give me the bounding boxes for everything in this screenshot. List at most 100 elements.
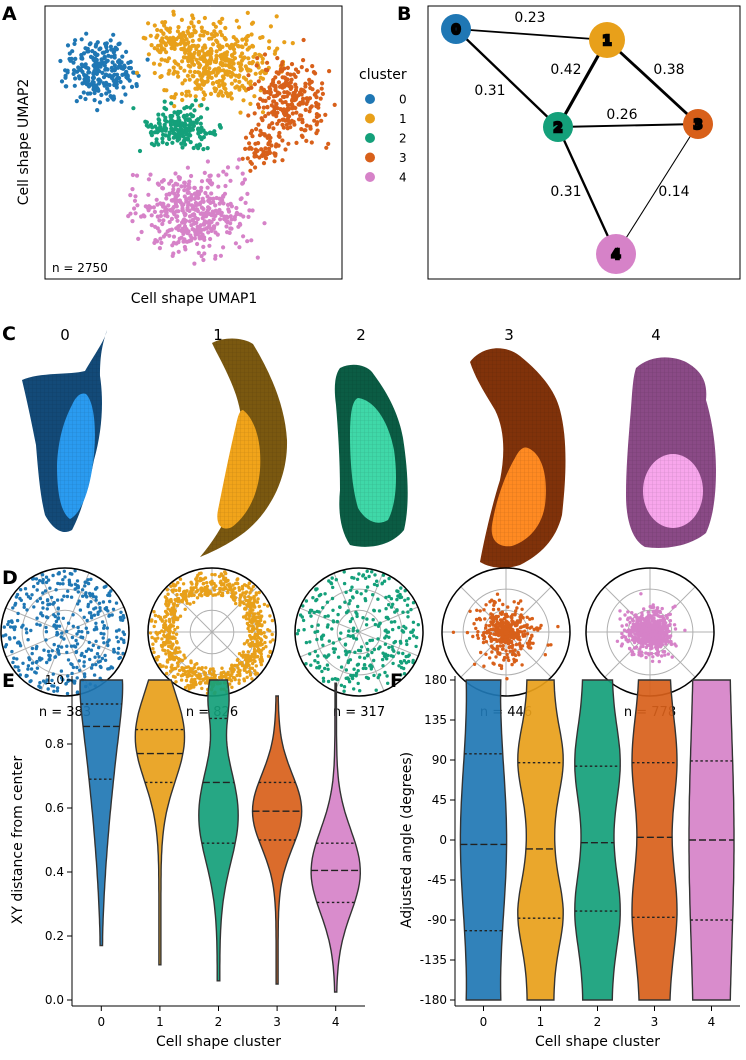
umap-point	[316, 105, 321, 110]
polar-point	[84, 591, 88, 595]
polar-point	[665, 616, 669, 620]
polar-point	[183, 685, 188, 690]
polar-point	[164, 652, 168, 656]
polar-point	[15, 618, 20, 623]
polar-count-label: n = 317	[333, 705, 385, 720]
umap-point	[289, 77, 294, 82]
umap-point	[102, 54, 107, 59]
umap-point	[285, 126, 290, 131]
panel-c-label: C	[2, 323, 16, 345]
polar-point	[354, 671, 359, 675]
umap-point	[164, 196, 169, 201]
polar-point	[255, 639, 259, 643]
umap-point	[185, 231, 190, 236]
polar-point	[92, 628, 97, 632]
umap-point	[263, 67, 268, 72]
polar-point	[664, 640, 668, 644]
polar-point	[206, 589, 210, 593]
umap-point	[257, 52, 262, 57]
umap-point	[152, 70, 157, 76]
umap-point	[159, 209, 164, 214]
polar-point	[495, 644, 500, 648]
polar-point	[91, 594, 96, 599]
umap-point	[71, 60, 76, 65]
polar-point	[189, 668, 193, 672]
umap-point	[168, 39, 173, 44]
polar-point	[331, 608, 335, 612]
polar-point	[251, 661, 255, 666]
umap-point	[93, 56, 98, 61]
polar-point	[247, 669, 252, 674]
umap-point	[262, 52, 268, 57]
umap-point	[223, 25, 228, 31]
umap-point	[118, 79, 123, 84]
polar-point	[238, 661, 243, 665]
umap-point	[285, 103, 290, 108]
polar-point	[13, 601, 18, 606]
umap-point	[169, 118, 174, 124]
polar-point	[376, 637, 380, 641]
umap-point	[277, 134, 282, 139]
umap-point	[202, 15, 207, 21]
umap-point	[221, 169, 226, 174]
x-axis-label: Cell shape cluster	[156, 1034, 281, 1050]
polar-point	[234, 591, 238, 595]
x-tick-label: 3	[651, 1015, 659, 1029]
polar-point	[15, 592, 20, 597]
umap-point	[108, 38, 113, 43]
polar-point	[102, 641, 106, 645]
umap-scatter	[58, 6, 337, 266]
umap-point	[212, 224, 217, 229]
umap-point	[130, 172, 135, 178]
polar-point	[54, 619, 59, 624]
polar-point	[660, 614, 664, 619]
polar-point	[164, 640, 169, 644]
polar-point	[660, 629, 664, 634]
umap-point	[234, 37, 239, 42]
polar-point	[164, 614, 168, 619]
polar-point	[410, 630, 414, 634]
umap-point	[211, 196, 216, 201]
umap-point	[192, 50, 197, 56]
umap-point	[245, 34, 250, 39]
umap-point	[319, 86, 324, 91]
umap-point	[122, 63, 127, 68]
umap-point	[185, 165, 190, 170]
polar-point	[331, 647, 336, 651]
umap-point	[312, 92, 317, 97]
y-tick-label: 0.6	[45, 801, 64, 815]
polar-point	[101, 600, 106, 604]
polar-point	[243, 607, 247, 611]
polar-point	[222, 582, 226, 587]
umap-point	[180, 130, 186, 135]
umap-point	[187, 185, 192, 190]
polar-point	[234, 601, 238, 606]
polar-point	[346, 677, 351, 681]
polar-point	[300, 615, 304, 619]
polar-point	[35, 616, 39, 620]
polar-point	[656, 641, 660, 646]
polar-plot: n = 446	[441, 567, 571, 720]
umap-point	[179, 34, 184, 39]
umap-point	[185, 207, 190, 212]
polar-point	[495, 592, 500, 596]
umap-point	[190, 212, 195, 218]
umap-point	[194, 57, 199, 62]
umap-point	[160, 140, 165, 145]
x-tick-label: 1	[156, 1015, 164, 1029]
polar-point	[259, 609, 263, 613]
umap-point	[209, 182, 214, 187]
umap-point	[81, 51, 87, 56]
umap-point	[308, 85, 313, 91]
polar-point	[169, 623, 173, 627]
umap-point	[185, 239, 190, 244]
polar-point	[56, 612, 61, 616]
polar-point	[205, 581, 209, 585]
umap-point	[105, 86, 110, 91]
polar-point	[77, 599, 81, 603]
polar-point	[372, 582, 377, 587]
polar-point	[649, 632, 653, 637]
umap-point	[202, 29, 207, 34]
polar-point	[55, 630, 59, 635]
umap-point	[207, 178, 213, 183]
